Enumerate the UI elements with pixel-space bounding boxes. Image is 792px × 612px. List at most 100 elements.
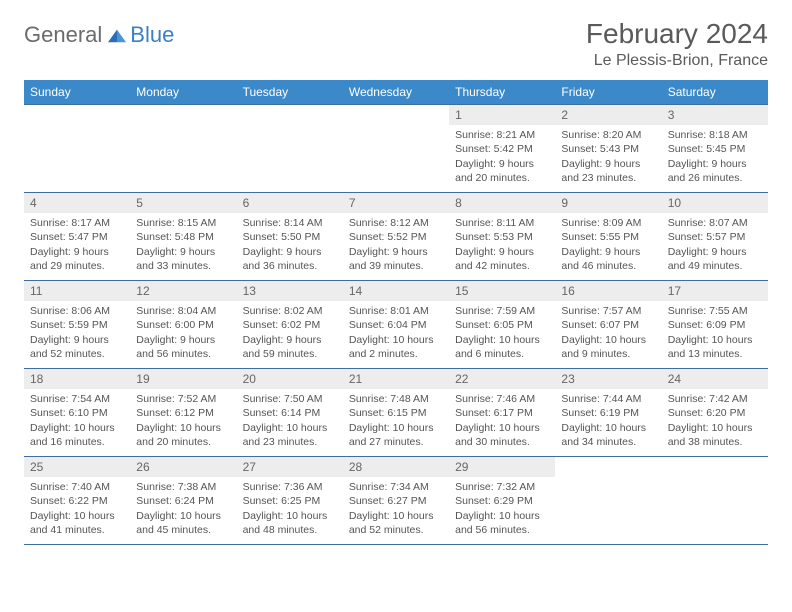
calendar-day-cell: 10Sunrise: 8:07 AMSunset: 5:57 PMDayligh… bbox=[662, 193, 768, 281]
calendar-week-row: 1Sunrise: 8:21 AMSunset: 5:42 PMDaylight… bbox=[24, 105, 768, 193]
day-details: Sunrise: 7:54 AMSunset: 6:10 PMDaylight:… bbox=[24, 389, 130, 453]
calendar-day-cell bbox=[555, 457, 661, 545]
day-number: 8 bbox=[449, 193, 555, 213]
day-details: Sunrise: 8:15 AMSunset: 5:48 PMDaylight:… bbox=[130, 213, 236, 277]
day-details: Sunrise: 7:50 AMSunset: 6:14 PMDaylight:… bbox=[237, 389, 343, 453]
day-details: Sunrise: 8:04 AMSunset: 6:00 PMDaylight:… bbox=[130, 301, 236, 365]
day-details: Sunrise: 8:01 AMSunset: 6:04 PMDaylight:… bbox=[343, 301, 449, 365]
day-number: 18 bbox=[24, 369, 130, 389]
day-number: 20 bbox=[237, 369, 343, 389]
day-number: 7 bbox=[343, 193, 449, 213]
day-details: Sunrise: 7:34 AMSunset: 6:27 PMDaylight:… bbox=[343, 477, 449, 541]
day-number: 6 bbox=[237, 193, 343, 213]
calendar-day-cell: 2Sunrise: 8:20 AMSunset: 5:43 PMDaylight… bbox=[555, 105, 661, 193]
calendar-day-cell: 25Sunrise: 7:40 AMSunset: 6:22 PMDayligh… bbox=[24, 457, 130, 545]
day-number: 29 bbox=[449, 457, 555, 477]
calendar-day-cell: 29Sunrise: 7:32 AMSunset: 6:29 PMDayligh… bbox=[449, 457, 555, 545]
calendar-day-cell: 22Sunrise: 7:46 AMSunset: 6:17 PMDayligh… bbox=[449, 369, 555, 457]
day-details: Sunrise: 8:21 AMSunset: 5:42 PMDaylight:… bbox=[449, 125, 555, 189]
day-details: Sunrise: 7:38 AMSunset: 6:24 PMDaylight:… bbox=[130, 477, 236, 541]
day-details: Sunrise: 7:40 AMSunset: 6:22 PMDaylight:… bbox=[24, 477, 130, 541]
day-details: Sunrise: 8:02 AMSunset: 6:02 PMDaylight:… bbox=[237, 301, 343, 365]
day-details: Sunrise: 8:20 AMSunset: 5:43 PMDaylight:… bbox=[555, 125, 661, 189]
calendar-day-cell: 27Sunrise: 7:36 AMSunset: 6:25 PMDayligh… bbox=[237, 457, 343, 545]
calendar-day-cell: 16Sunrise: 7:57 AMSunset: 6:07 PMDayligh… bbox=[555, 281, 661, 369]
day-number: 11 bbox=[24, 281, 130, 301]
day-details: Sunrise: 7:36 AMSunset: 6:25 PMDaylight:… bbox=[237, 477, 343, 541]
weekday-header: Friday bbox=[555, 80, 661, 105]
calendar-day-cell: 9Sunrise: 8:09 AMSunset: 5:55 PMDaylight… bbox=[555, 193, 661, 281]
calendar-day-cell: 8Sunrise: 8:11 AMSunset: 5:53 PMDaylight… bbox=[449, 193, 555, 281]
calendar-day-cell: 28Sunrise: 7:34 AMSunset: 6:27 PMDayligh… bbox=[343, 457, 449, 545]
logo-text-general: General bbox=[24, 22, 102, 48]
calendar-day-cell: 26Sunrise: 7:38 AMSunset: 6:24 PMDayligh… bbox=[130, 457, 236, 545]
logo-text-blue: Blue bbox=[130, 22, 174, 48]
day-details: Sunrise: 8:18 AMSunset: 5:45 PMDaylight:… bbox=[662, 125, 768, 189]
day-number: 26 bbox=[130, 457, 236, 477]
day-details: Sunrise: 7:59 AMSunset: 6:05 PMDaylight:… bbox=[449, 301, 555, 365]
day-details: Sunrise: 8:07 AMSunset: 5:57 PMDaylight:… bbox=[662, 213, 768, 277]
calendar-day-cell: 7Sunrise: 8:12 AMSunset: 5:52 PMDaylight… bbox=[343, 193, 449, 281]
day-number: 24 bbox=[662, 369, 768, 389]
calendar-day-cell: 23Sunrise: 7:44 AMSunset: 6:19 PMDayligh… bbox=[555, 369, 661, 457]
calendar-day-cell: 18Sunrise: 7:54 AMSunset: 6:10 PMDayligh… bbox=[24, 369, 130, 457]
calendar-day-cell: 19Sunrise: 7:52 AMSunset: 6:12 PMDayligh… bbox=[130, 369, 236, 457]
weekday-header: Thursday bbox=[449, 80, 555, 105]
weekday-header: Monday bbox=[130, 80, 236, 105]
logo-triangle-icon bbox=[106, 26, 128, 44]
calendar-day-cell: 21Sunrise: 7:48 AMSunset: 6:15 PMDayligh… bbox=[343, 369, 449, 457]
day-number: 1 bbox=[449, 105, 555, 125]
day-number: 13 bbox=[237, 281, 343, 301]
day-number: 4 bbox=[24, 193, 130, 213]
day-details: Sunrise: 7:48 AMSunset: 6:15 PMDaylight:… bbox=[343, 389, 449, 453]
calendar-day-cell bbox=[662, 457, 768, 545]
month-title: February 2024 bbox=[586, 18, 768, 50]
day-number: 9 bbox=[555, 193, 661, 213]
day-number: 3 bbox=[662, 105, 768, 125]
weekday-header: Wednesday bbox=[343, 80, 449, 105]
day-details: Sunrise: 8:09 AMSunset: 5:55 PMDaylight:… bbox=[555, 213, 661, 277]
day-details: Sunrise: 8:11 AMSunset: 5:53 PMDaylight:… bbox=[449, 213, 555, 277]
calendar-day-cell bbox=[237, 105, 343, 193]
day-number: 10 bbox=[662, 193, 768, 213]
day-number: 5 bbox=[130, 193, 236, 213]
calendar-day-cell: 4Sunrise: 8:17 AMSunset: 5:47 PMDaylight… bbox=[24, 193, 130, 281]
calendar-day-cell: 5Sunrise: 8:15 AMSunset: 5:48 PMDaylight… bbox=[130, 193, 236, 281]
calendar-day-cell: 3Sunrise: 8:18 AMSunset: 5:45 PMDaylight… bbox=[662, 105, 768, 193]
day-number: 25 bbox=[24, 457, 130, 477]
calendar-week-row: 25Sunrise: 7:40 AMSunset: 6:22 PMDayligh… bbox=[24, 457, 768, 545]
day-number: 28 bbox=[343, 457, 449, 477]
day-details: Sunrise: 8:12 AMSunset: 5:52 PMDaylight:… bbox=[343, 213, 449, 277]
day-number: 16 bbox=[555, 281, 661, 301]
weekday-header: Sunday bbox=[24, 80, 130, 105]
location: Le Plessis-Brion, France bbox=[586, 52, 768, 70]
logo: General Blue bbox=[24, 18, 174, 48]
day-number: 17 bbox=[662, 281, 768, 301]
day-details: Sunrise: 7:32 AMSunset: 6:29 PMDaylight:… bbox=[449, 477, 555, 541]
calendar-day-cell: 1Sunrise: 8:21 AMSunset: 5:42 PMDaylight… bbox=[449, 105, 555, 193]
calendar-day-cell: 15Sunrise: 7:59 AMSunset: 6:05 PMDayligh… bbox=[449, 281, 555, 369]
calendar-day-cell: 11Sunrise: 8:06 AMSunset: 5:59 PMDayligh… bbox=[24, 281, 130, 369]
calendar-day-cell: 20Sunrise: 7:50 AMSunset: 6:14 PMDayligh… bbox=[237, 369, 343, 457]
day-number: 21 bbox=[343, 369, 449, 389]
day-details: Sunrise: 7:44 AMSunset: 6:19 PMDaylight:… bbox=[555, 389, 661, 453]
day-number: 14 bbox=[343, 281, 449, 301]
calendar-day-cell bbox=[130, 105, 236, 193]
weekday-header: Saturday bbox=[662, 80, 768, 105]
day-details: Sunrise: 8:06 AMSunset: 5:59 PMDaylight:… bbox=[24, 301, 130, 365]
weekday-header-row: Sunday Monday Tuesday Wednesday Thursday… bbox=[24, 80, 768, 105]
calendar-week-row: 18Sunrise: 7:54 AMSunset: 6:10 PMDayligh… bbox=[24, 369, 768, 457]
day-number: 12 bbox=[130, 281, 236, 301]
day-details: Sunrise: 7:46 AMSunset: 6:17 PMDaylight:… bbox=[449, 389, 555, 453]
calendar-week-row: 11Sunrise: 8:06 AMSunset: 5:59 PMDayligh… bbox=[24, 281, 768, 369]
day-details: Sunrise: 8:17 AMSunset: 5:47 PMDaylight:… bbox=[24, 213, 130, 277]
calendar-day-cell: 14Sunrise: 8:01 AMSunset: 6:04 PMDayligh… bbox=[343, 281, 449, 369]
day-details: Sunrise: 7:55 AMSunset: 6:09 PMDaylight:… bbox=[662, 301, 768, 365]
day-details: Sunrise: 8:14 AMSunset: 5:50 PMDaylight:… bbox=[237, 213, 343, 277]
day-number: 27 bbox=[237, 457, 343, 477]
weekday-header: Tuesday bbox=[237, 80, 343, 105]
calendar-day-cell bbox=[24, 105, 130, 193]
day-details: Sunrise: 7:57 AMSunset: 6:07 PMDaylight:… bbox=[555, 301, 661, 365]
day-details: Sunrise: 7:52 AMSunset: 6:12 PMDaylight:… bbox=[130, 389, 236, 453]
calendar-day-cell bbox=[343, 105, 449, 193]
